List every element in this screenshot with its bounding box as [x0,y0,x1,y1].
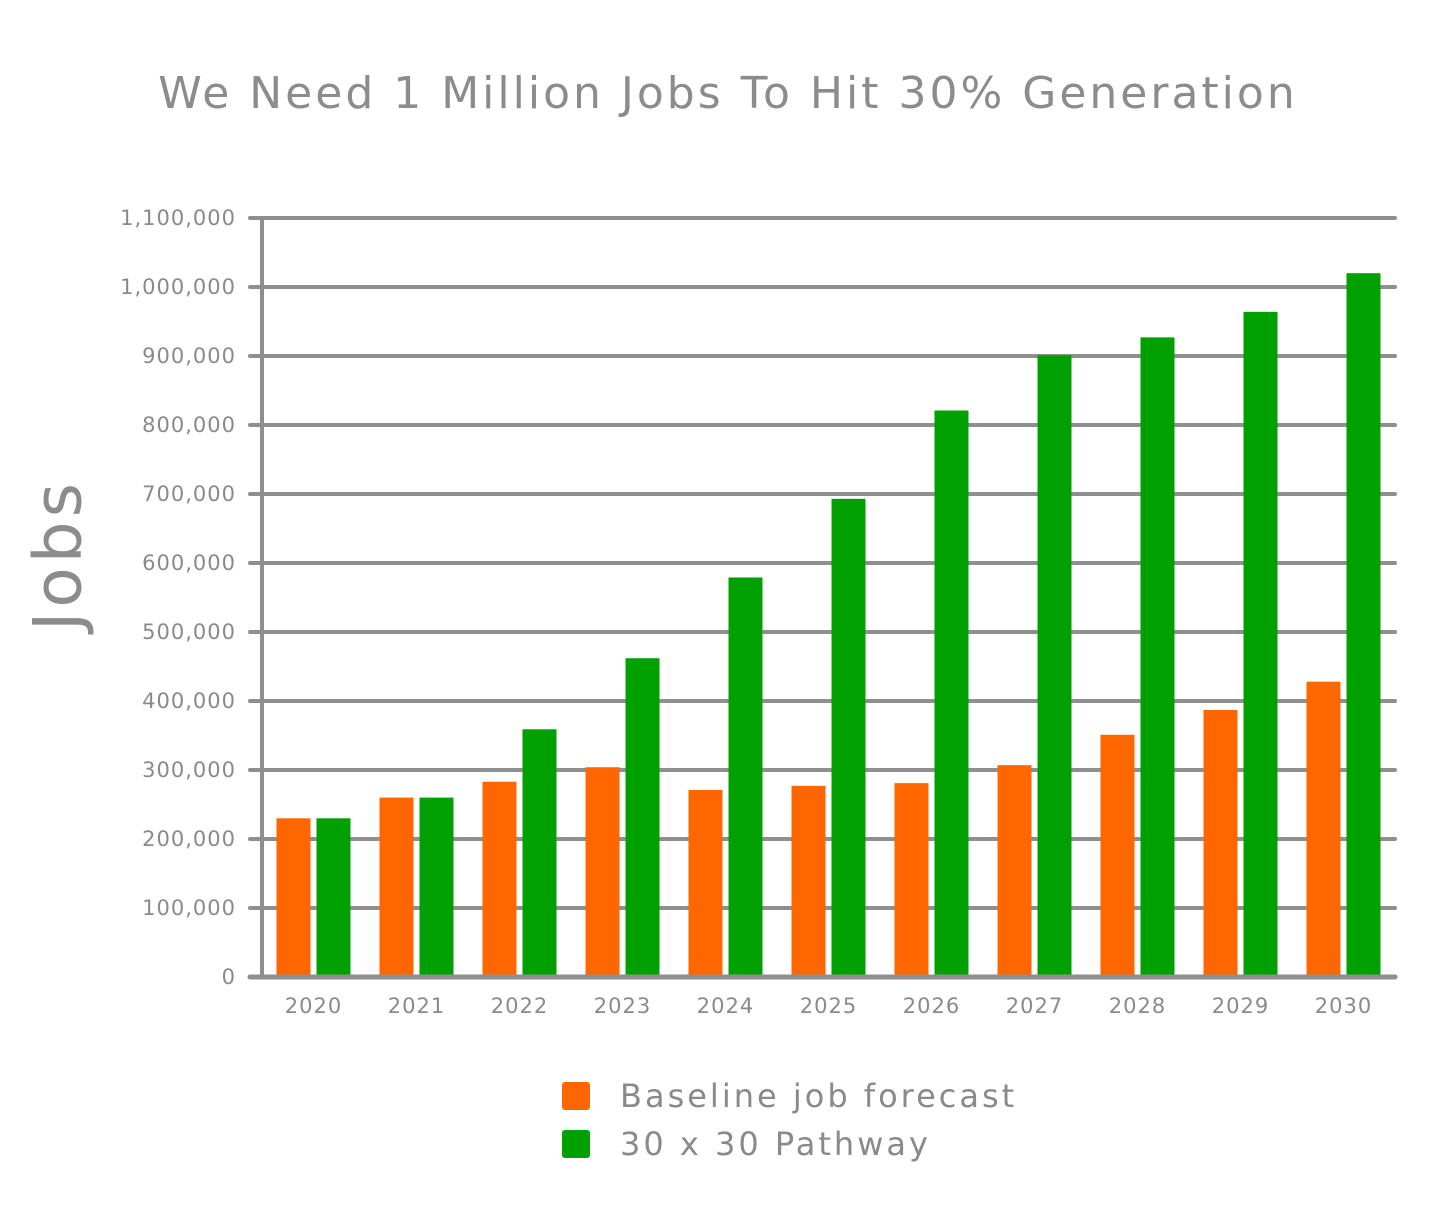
bar-baseline [276,818,311,977]
bar-baseline [688,790,723,977]
legend: Baseline job forecast 30 x 30 Pathway [562,1072,1017,1168]
x-tick-label: 2020 [285,994,342,1018]
bar-pathway [522,729,557,977]
axes [247,216,1398,980]
y-tick-label: 1,100,000 [120,206,236,230]
x-tick-label: 2029 [1212,994,1269,1018]
x-tick-label: 2022 [491,994,548,1018]
bar-pathway [1346,273,1381,977]
legend-item-baseline: Baseline job forecast [562,1072,1017,1120]
bar-baseline [1203,709,1238,977]
bars [276,273,1381,978]
y-tick-label: 300,000 [142,758,236,782]
bar-baseline [379,797,414,977]
bar-pathway [934,410,969,977]
x-tick-label: 2021 [388,994,445,1018]
bar-baseline [894,783,929,977]
legend-label-baseline: Baseline job forecast [620,1077,1018,1115]
y-tick-label: 800,000 [142,413,236,437]
legend-item-pathway: 30 x 30 Pathway [562,1120,1017,1168]
bar-baseline [1100,734,1135,977]
bar-pathway [625,658,660,977]
x-tick-label: 2028 [1109,994,1166,1018]
x-tick-label: 2030 [1315,994,1372,1018]
legend-label-pathway: 30 x 30 Pathway [620,1125,931,1163]
bar-pathway [728,577,763,977]
y-tick-label: 1,000,000 [120,275,236,299]
bar-baseline [997,765,1032,977]
x-tick-label: 2027 [1006,994,1063,1018]
bar-baseline [482,781,517,977]
bar-pathway [1037,355,1072,977]
chart-title: We Need 1 Million Jobs To Hit 30% Genera… [158,68,1298,119]
bar-pathway [419,797,454,977]
y-tick-label: 700,000 [142,482,236,506]
x-tick-label: 2024 [697,994,754,1018]
bar-pathway [1243,311,1278,978]
y-tick-label: 600,000 [142,551,236,575]
bar-pathway [316,818,351,977]
bar-pathway [831,498,866,977]
y-tick-labels: 0 100,000 200,000 300,000 400,000 500,000 600,… [120,206,236,989]
legend-swatch-pathway [562,1130,590,1158]
bar-baseline [585,767,620,977]
bar-baseline [791,785,826,977]
y-tick-label: 500,000 [142,620,236,644]
bar-pathway [1140,337,1175,977]
y-tick-label: 100,000 [142,896,236,920]
x-tick-label: 2026 [903,994,960,1018]
y-tick-label: 900,000 [142,344,236,368]
x-tick-label: 2023 [594,994,651,1018]
y-tick-label: 200,000 [142,827,236,851]
x-tick-label: 2025 [800,994,857,1018]
bar-baseline [1306,681,1341,977]
x-tick-labels: 2020 2021 2022 2023 2024 2025 2026 2027 2028 2029… [285,994,1372,1018]
legend-swatch-baseline [562,1082,590,1110]
y-tick-label: 0 [222,965,236,989]
y-tick-label: 400,000 [142,689,236,713]
